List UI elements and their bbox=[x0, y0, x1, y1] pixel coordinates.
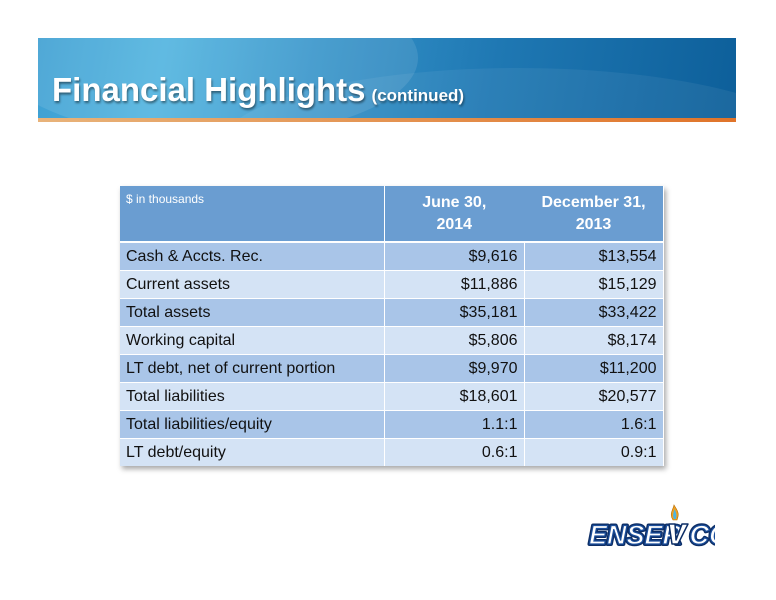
table-row: LT debt, net of current portion $9,970 $… bbox=[120, 354, 664, 383]
row-label: Current assets bbox=[120, 270, 385, 299]
row-label: Total liabilities/equity bbox=[120, 410, 385, 439]
slide-title-text: Financial Highlights bbox=[52, 71, 366, 108]
row-value-june-2014: $9,970 bbox=[384, 354, 525, 383]
row-label: LT debt/equity bbox=[120, 438, 385, 466]
column-header-line: 2014 bbox=[436, 215, 473, 233]
financial-table: $ in thousands June 30, 2014 December 31… bbox=[120, 186, 664, 466]
table-row: Total assets $35,181 $33,422 bbox=[120, 298, 664, 327]
row-value-december-2013: $15,129 bbox=[524, 270, 664, 299]
row-label: Cash & Accts. Rec. bbox=[120, 241, 385, 271]
column-header-line: December 31, bbox=[541, 193, 646, 211]
row-value-june-2014: $18,601 bbox=[384, 382, 525, 411]
row-value-december-2013: $20,577 bbox=[524, 382, 664, 411]
row-value-december-2013: 0.9:1 bbox=[524, 438, 664, 466]
row-label: Total assets bbox=[120, 298, 385, 327]
logo-v-mark bbox=[668, 523, 689, 545]
slide-title: Financial Highlights (continued) bbox=[52, 70, 464, 116]
table-row: Cash & Accts. Rec. $9,616 $13,554 bbox=[120, 241, 664, 271]
row-label: LT debt, net of current portion bbox=[120, 354, 385, 383]
table-row: LT debt/equity 0.6:1 0.9:1 bbox=[120, 438, 664, 466]
row-label: Working capital bbox=[120, 326, 385, 355]
banner-swoosh bbox=[38, 38, 418, 118]
table-row: Total liabilities $18,601 $20,577 bbox=[120, 382, 664, 411]
row-value-december-2013: $11,200 bbox=[524, 354, 664, 383]
row-value-june-2014: 0.6:1 bbox=[384, 438, 525, 466]
table-row: Working capital $5,806 $8,174 bbox=[120, 326, 664, 355]
table-row: Current assets $11,886 $15,129 bbox=[120, 270, 664, 299]
logo-wordmark: ENSERICO bbox=[589, 520, 715, 548]
row-value-june-2014: $9,616 bbox=[384, 241, 525, 271]
banner-accent-rule bbox=[38, 118, 736, 122]
column-header-june-2014: June 30, 2014 bbox=[384, 186, 524, 243]
row-value-december-2013: $33,422 bbox=[524, 298, 664, 327]
column-header-line: 2013 bbox=[575, 215, 612, 233]
column-header-december-2013: December 31, 2013 bbox=[524, 186, 663, 243]
unit-label: $ in thousands bbox=[120, 186, 385, 243]
logo-flame-inner bbox=[673, 509, 677, 519]
row-value-june-2014: $5,806 bbox=[384, 326, 525, 355]
logo-outline: ENSERICO bbox=[589, 520, 715, 548]
slide-subtitle: (continued) bbox=[371, 86, 465, 105]
row-value-june-2014: $11,886 bbox=[384, 270, 525, 299]
row-value-december-2013: 1.6:1 bbox=[524, 410, 664, 439]
row-value-december-2013: $8,174 bbox=[524, 326, 664, 355]
row-value-december-2013: $13,554 bbox=[524, 241, 664, 271]
row-value-june-2014: $35,181 bbox=[384, 298, 525, 327]
enservco-logo: ENSERICO ENSERICO bbox=[587, 504, 715, 548]
row-label: Total liabilities bbox=[120, 382, 385, 411]
row-value-june-2014: 1.1:1 bbox=[384, 410, 525, 439]
table-header-row: $ in thousands June 30, 2014 December 31… bbox=[120, 186, 663, 243]
table-row: Total liabilities/equity 1.1:1 1.6:1 bbox=[120, 410, 664, 439]
column-header-line: June 30, bbox=[422, 193, 487, 211]
title-banner bbox=[38, 38, 736, 118]
